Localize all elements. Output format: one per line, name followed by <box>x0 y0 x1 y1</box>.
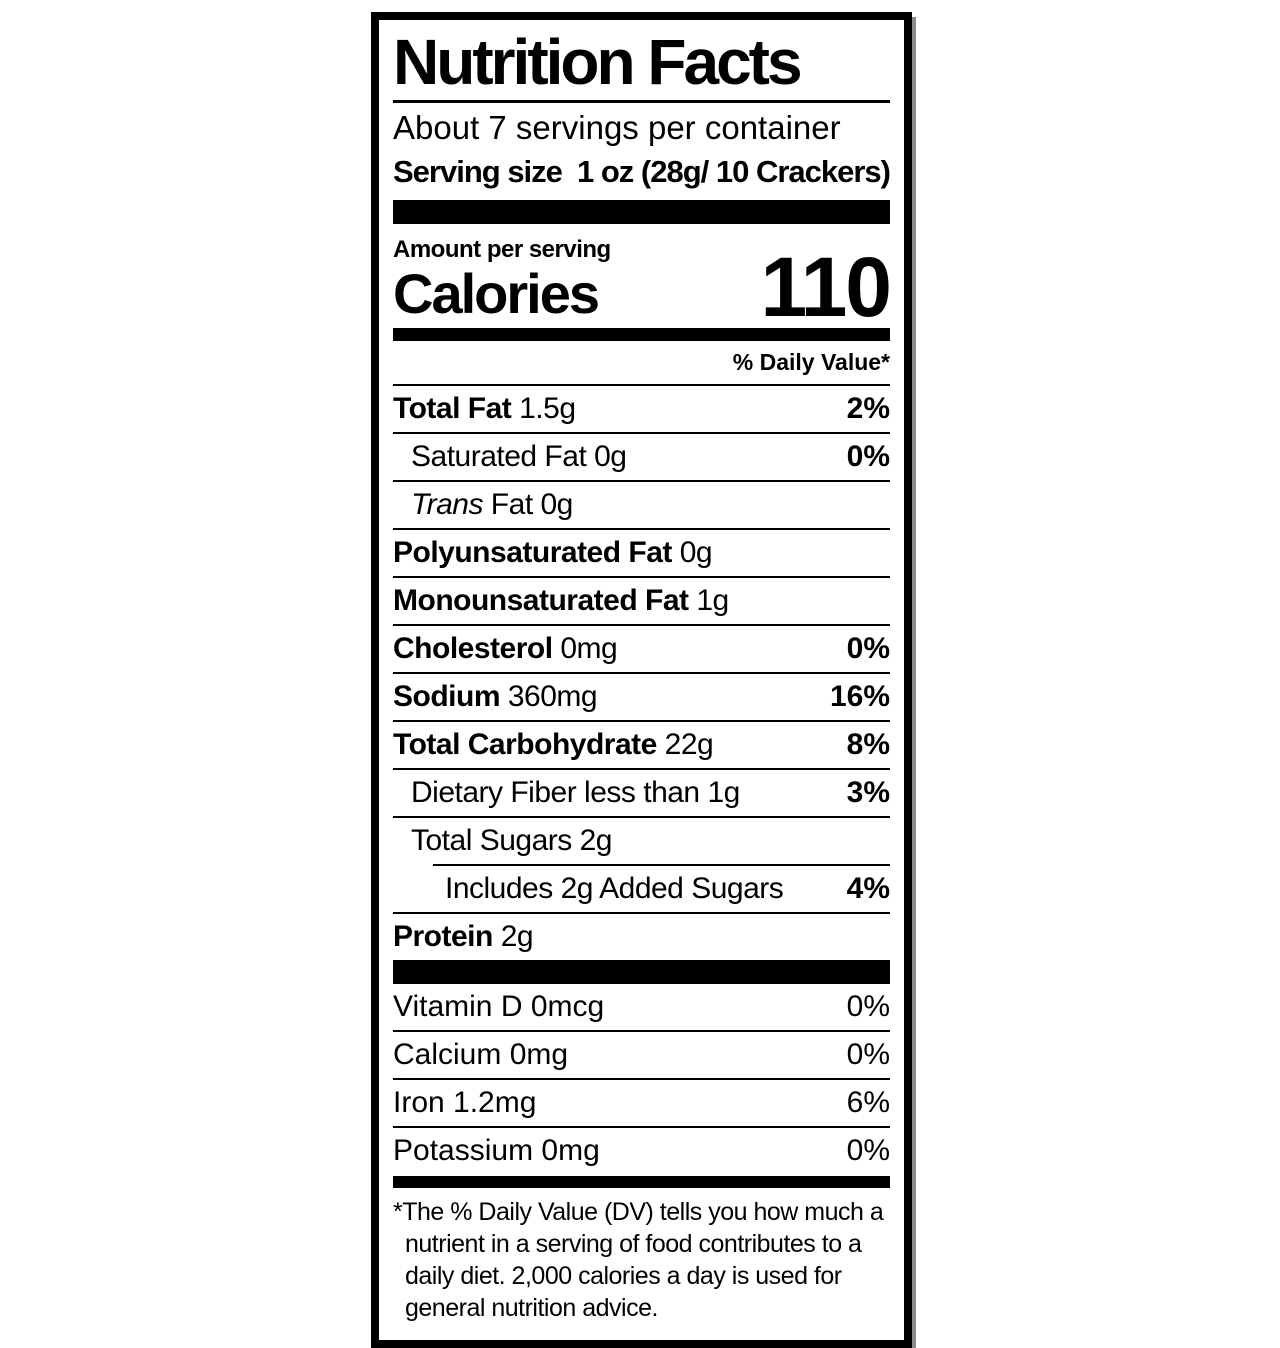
nutrient-row-cholesterol: Cholesterol 0mg 0% <box>393 623 890 672</box>
daily-value: 3% <box>846 775 890 809</box>
daily-value: 4% <box>846 871 890 905</box>
serving-size-label: Serving size <box>393 153 563 189</box>
daily-value: 0% <box>846 1133 890 1167</box>
nutrient-row-dietary-fiber: Dietary Fiber less than 1g 3% <box>393 767 890 816</box>
daily-value: 0% <box>846 439 890 473</box>
nutrient-row-total-fat: Total Fat 1.5g 2% <box>393 383 890 432</box>
daily-value: 8% <box>846 727 890 761</box>
servings-per-container: About 7 servings per container <box>393 109 841 146</box>
calories-label: Calories <box>393 261 600 325</box>
daily-value: 0% <box>846 1037 890 1071</box>
nutrient-rows: Total Fat 1.5g 2% Saturated Fat 0g 0% Tr… <box>393 383 890 960</box>
vitamin-rows: Vitamin D 0mcg 0% Calcium 0mg 0% Iron 1.… <box>393 984 890 1176</box>
daily-value-footnote: *The % Daily Value (DV) tells you how mu… <box>393 1197 884 1322</box>
daily-value: 16% <box>829 679 890 713</box>
vitamin-row-calcium: Calcium 0mg 0% <box>393 1029 890 1078</box>
daily-value: 0% <box>846 989 890 1023</box>
daily-value: 6% <box>846 1085 890 1119</box>
amount-per-serving-label: Amount per serving <box>393 235 611 263</box>
daily-value: 0% <box>846 631 890 665</box>
section-bar <box>393 959 890 984</box>
calories-row: Calories 110 <box>393 245 892 329</box>
vitamin-row-vitamin-d: Vitamin D 0mcg 0% <box>393 989 890 1023</box>
nutrition-facts-label: Nutrition Facts About 7 servings per con… <box>371 12 912 1348</box>
nutrient-row-total-sugars: Total Sugars 2g <box>393 815 890 864</box>
serving-size-row: Serving size 1 oz (28g/ 10 Crackers) <box>393 150 891 200</box>
nutrient-row-added-sugars: Includes 2g Added Sugars 4% <box>433 863 890 912</box>
daily-value: 2% <box>846 391 890 425</box>
daily-value-header: % Daily Value* <box>732 348 890 375</box>
nutrient-row-total-carbohydrate: Total Carbohydrate 22g 8% <box>393 719 890 768</box>
vitamin-row-potassium: Potassium 0mg 0% <box>393 1125 890 1174</box>
nutrient-row-protein: Protein 2g <box>393 911 890 960</box>
nutrient-row-sodium: Sodium 360mg 16% <box>393 671 890 720</box>
section-bar <box>393 1175 890 1188</box>
nutrient-row-monounsaturated-fat: Monounsaturated Fat 1g <box>393 575 890 624</box>
divider <box>393 100 890 103</box>
vitamin-row-iron: Iron 1.2mg 6% <box>393 1077 890 1126</box>
nutrient-row-polyunsaturated-fat: Polyunsaturated Fat 0g <box>393 527 890 576</box>
nutrient-row-saturated-fat: Saturated Fat 0g 0% <box>393 431 890 480</box>
calories-value: 110 <box>760 240 892 334</box>
section-bar <box>393 199 890 224</box>
nutrient-row-trans-fat: Trans Fat 0g <box>393 479 890 528</box>
page-background: Nutrition Facts About 7 servings per con… <box>371 12 912 1348</box>
label-title: Nutrition Facts <box>393 26 803 98</box>
serving-size-value: 1 oz (28g/ 10 Crackers) <box>576 153 891 189</box>
section-bar <box>393 327 890 341</box>
